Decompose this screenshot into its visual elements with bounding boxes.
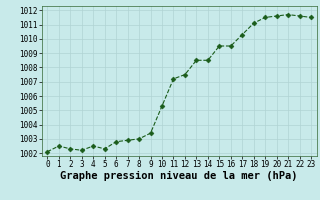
X-axis label: Graphe pression niveau de la mer (hPa): Graphe pression niveau de la mer (hPa): [60, 171, 298, 181]
